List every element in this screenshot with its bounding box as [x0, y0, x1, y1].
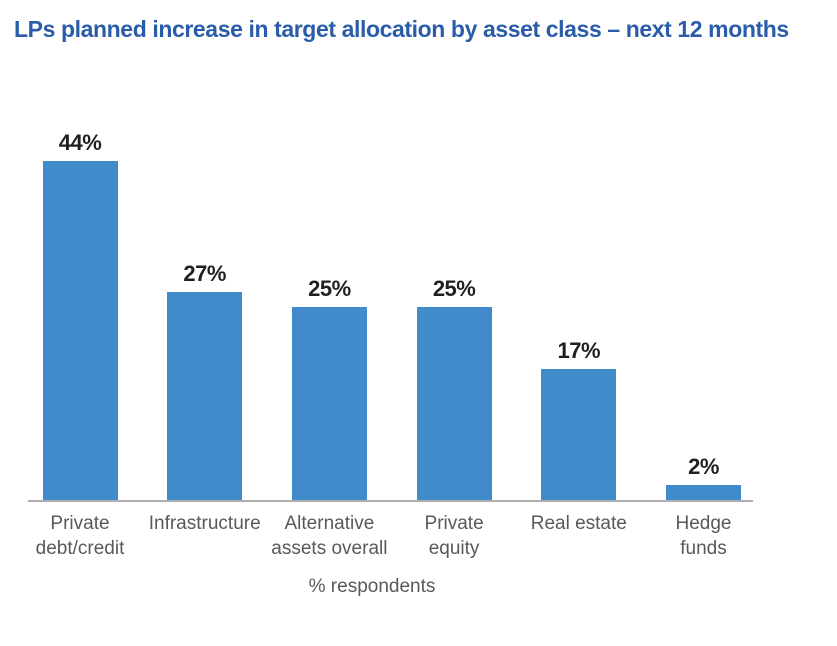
value-label-infrastructure: 27%	[183, 261, 226, 286]
category-label-hedge-funds: Hedge funds	[675, 513, 732, 559]
category-label-alternative-assets-overall: Alternative assets overall	[271, 513, 388, 559]
bar-real-estate	[541, 369, 617, 500]
value-label-alternative-assets-overall: 25%	[308, 276, 351, 301]
bar-hedge-funds	[666, 485, 741, 500]
bar-alternative-assets-overall	[291, 307, 367, 500]
bar-infrastructure	[167, 292, 243, 500]
chart-title: LPs planned increase in target allocatio…	[14, 16, 789, 42]
category-label-private-debt-credit: Private debt/credit	[35, 513, 125, 559]
x-axis-line	[28, 500, 753, 502]
value-label-private-debt-credit: 44%	[58, 130, 102, 155]
value-label-hedge-funds: 2%	[688, 454, 719, 479]
bar-private-debt-credit	[42, 161, 118, 500]
category-label-infrastructure: Infrastructure	[148, 513, 261, 534]
category-label-private-equity: Private equity	[424, 513, 484, 559]
bar-private-equity	[416, 307, 492, 500]
value-label-real-estate: 17%	[557, 338, 601, 363]
x-axis-label: % respondents	[308, 576, 436, 597]
category-label-real-estate: Real estate	[530, 513, 627, 534]
value-label-private-equity: 25%	[432, 276, 476, 301]
